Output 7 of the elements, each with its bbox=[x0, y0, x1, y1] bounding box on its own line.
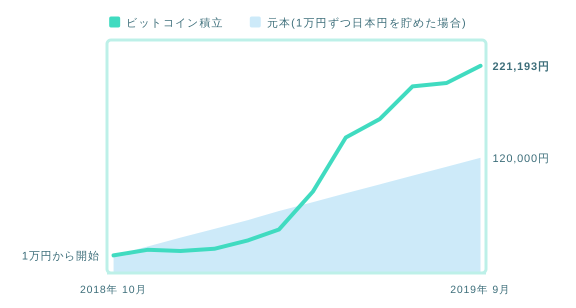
x-tick-label: 2019年 9月 bbox=[450, 284, 511, 296]
legend-label: 元本(1万円ずつ日本円を貯めた場合) bbox=[266, 16, 467, 30]
annotation: 221,193円 bbox=[492, 60, 550, 73]
annotation: 1万円から開始 bbox=[22, 250, 100, 262]
x-tick-label: 2018年 10月 bbox=[80, 284, 148, 296]
legend-label: ビットコイン積立 bbox=[126, 16, 224, 30]
annotation: 120,000円 bbox=[492, 152, 550, 165]
